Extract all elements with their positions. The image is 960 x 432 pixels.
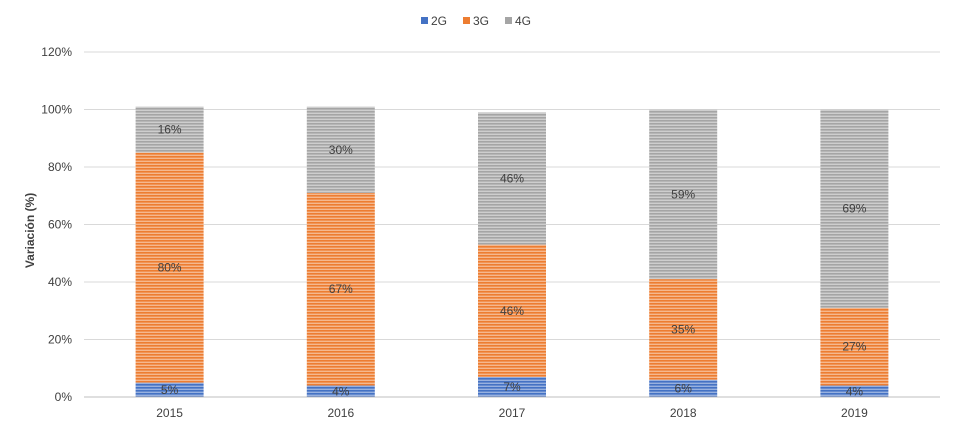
bar-segment-4g-2018 [649, 109, 718, 280]
y-axis-title: Variación (%) [23, 193, 37, 268]
x-tick-label: 2015 [156, 406, 183, 420]
y-tick-label: 80% [48, 160, 72, 174]
legend-label-4g: 4G [515, 14, 531, 28]
y-tick-label: 40% [48, 275, 72, 289]
data-label: 27% [842, 340, 866, 354]
y-tick-label: 20% [48, 333, 72, 347]
bar-segment-2g-2018 [649, 379, 718, 397]
bar-segment-3g-2015 [135, 152, 204, 383]
data-label: 67% [329, 282, 353, 296]
y-tick-label: 100% [41, 103, 72, 117]
data-label: 4% [332, 384, 350, 398]
bar-segment-4g-2015 [135, 106, 204, 153]
bar-segment-3g-2017 [478, 244, 546, 377]
bar-segment-2g-2016 [306, 385, 375, 397]
bars [135, 106, 889, 397]
bar-segment-4g-2019 [820, 109, 889, 308]
legend-swatch-4g [505, 17, 512, 24]
y-axis-ticks: 0% 20% 40% 60% 80% 100% 120% [41, 45, 72, 404]
data-label: 69% [842, 202, 866, 216]
x-tick-label: 2016 [327, 406, 354, 420]
legend-swatch-3g [463, 17, 470, 24]
bar-segment-3g-2019 [820, 307, 889, 386]
data-label: 80% [158, 261, 182, 275]
y-tick-label: 0% [55, 390, 73, 404]
legend: 2G 3G 4G [421, 14, 531, 28]
data-label: 59% [671, 187, 695, 201]
legend-label-3g: 3G [473, 14, 489, 28]
y-tick-label: 60% [48, 218, 72, 232]
x-tick-label: 2019 [841, 406, 868, 420]
x-axis-ticks: 2015 2016 2017 2018 2019 [156, 406, 868, 420]
data-label: 7% [503, 380, 521, 394]
x-tick-label: 2017 [499, 406, 526, 420]
data-label: 6% [675, 381, 693, 395]
data-label: 46% [500, 172, 524, 186]
bar-segment-3g-2018 [649, 279, 718, 380]
bar-segment-2g-2019 [820, 385, 889, 397]
data-label: 35% [671, 322, 695, 336]
bar-segment-4g-2017 [478, 112, 546, 245]
data-label: 30% [329, 143, 353, 157]
data-label: 46% [500, 304, 524, 318]
bar-segment-2g-2017 [478, 376, 546, 397]
data-label: 4% [846, 384, 864, 398]
bar-segment-2g-2015 [135, 382, 204, 397]
legend-label-2g: 2G [431, 14, 447, 28]
y-tick-label: 120% [41, 45, 72, 59]
bar-segment-4g-2016 [306, 106, 375, 193]
data-labels: 5% 80% 16% 4% 67% 30% 7% 46% 46% 6% 35% 59% 4% 27% 69% [158, 123, 867, 399]
x-tick-label: 2018 [670, 406, 697, 420]
data-label: 5% [161, 383, 179, 397]
bar-segment-3g-2016 [306, 192, 375, 386]
legend-swatch-2g [421, 17, 428, 24]
data-label: 16% [158, 123, 182, 137]
